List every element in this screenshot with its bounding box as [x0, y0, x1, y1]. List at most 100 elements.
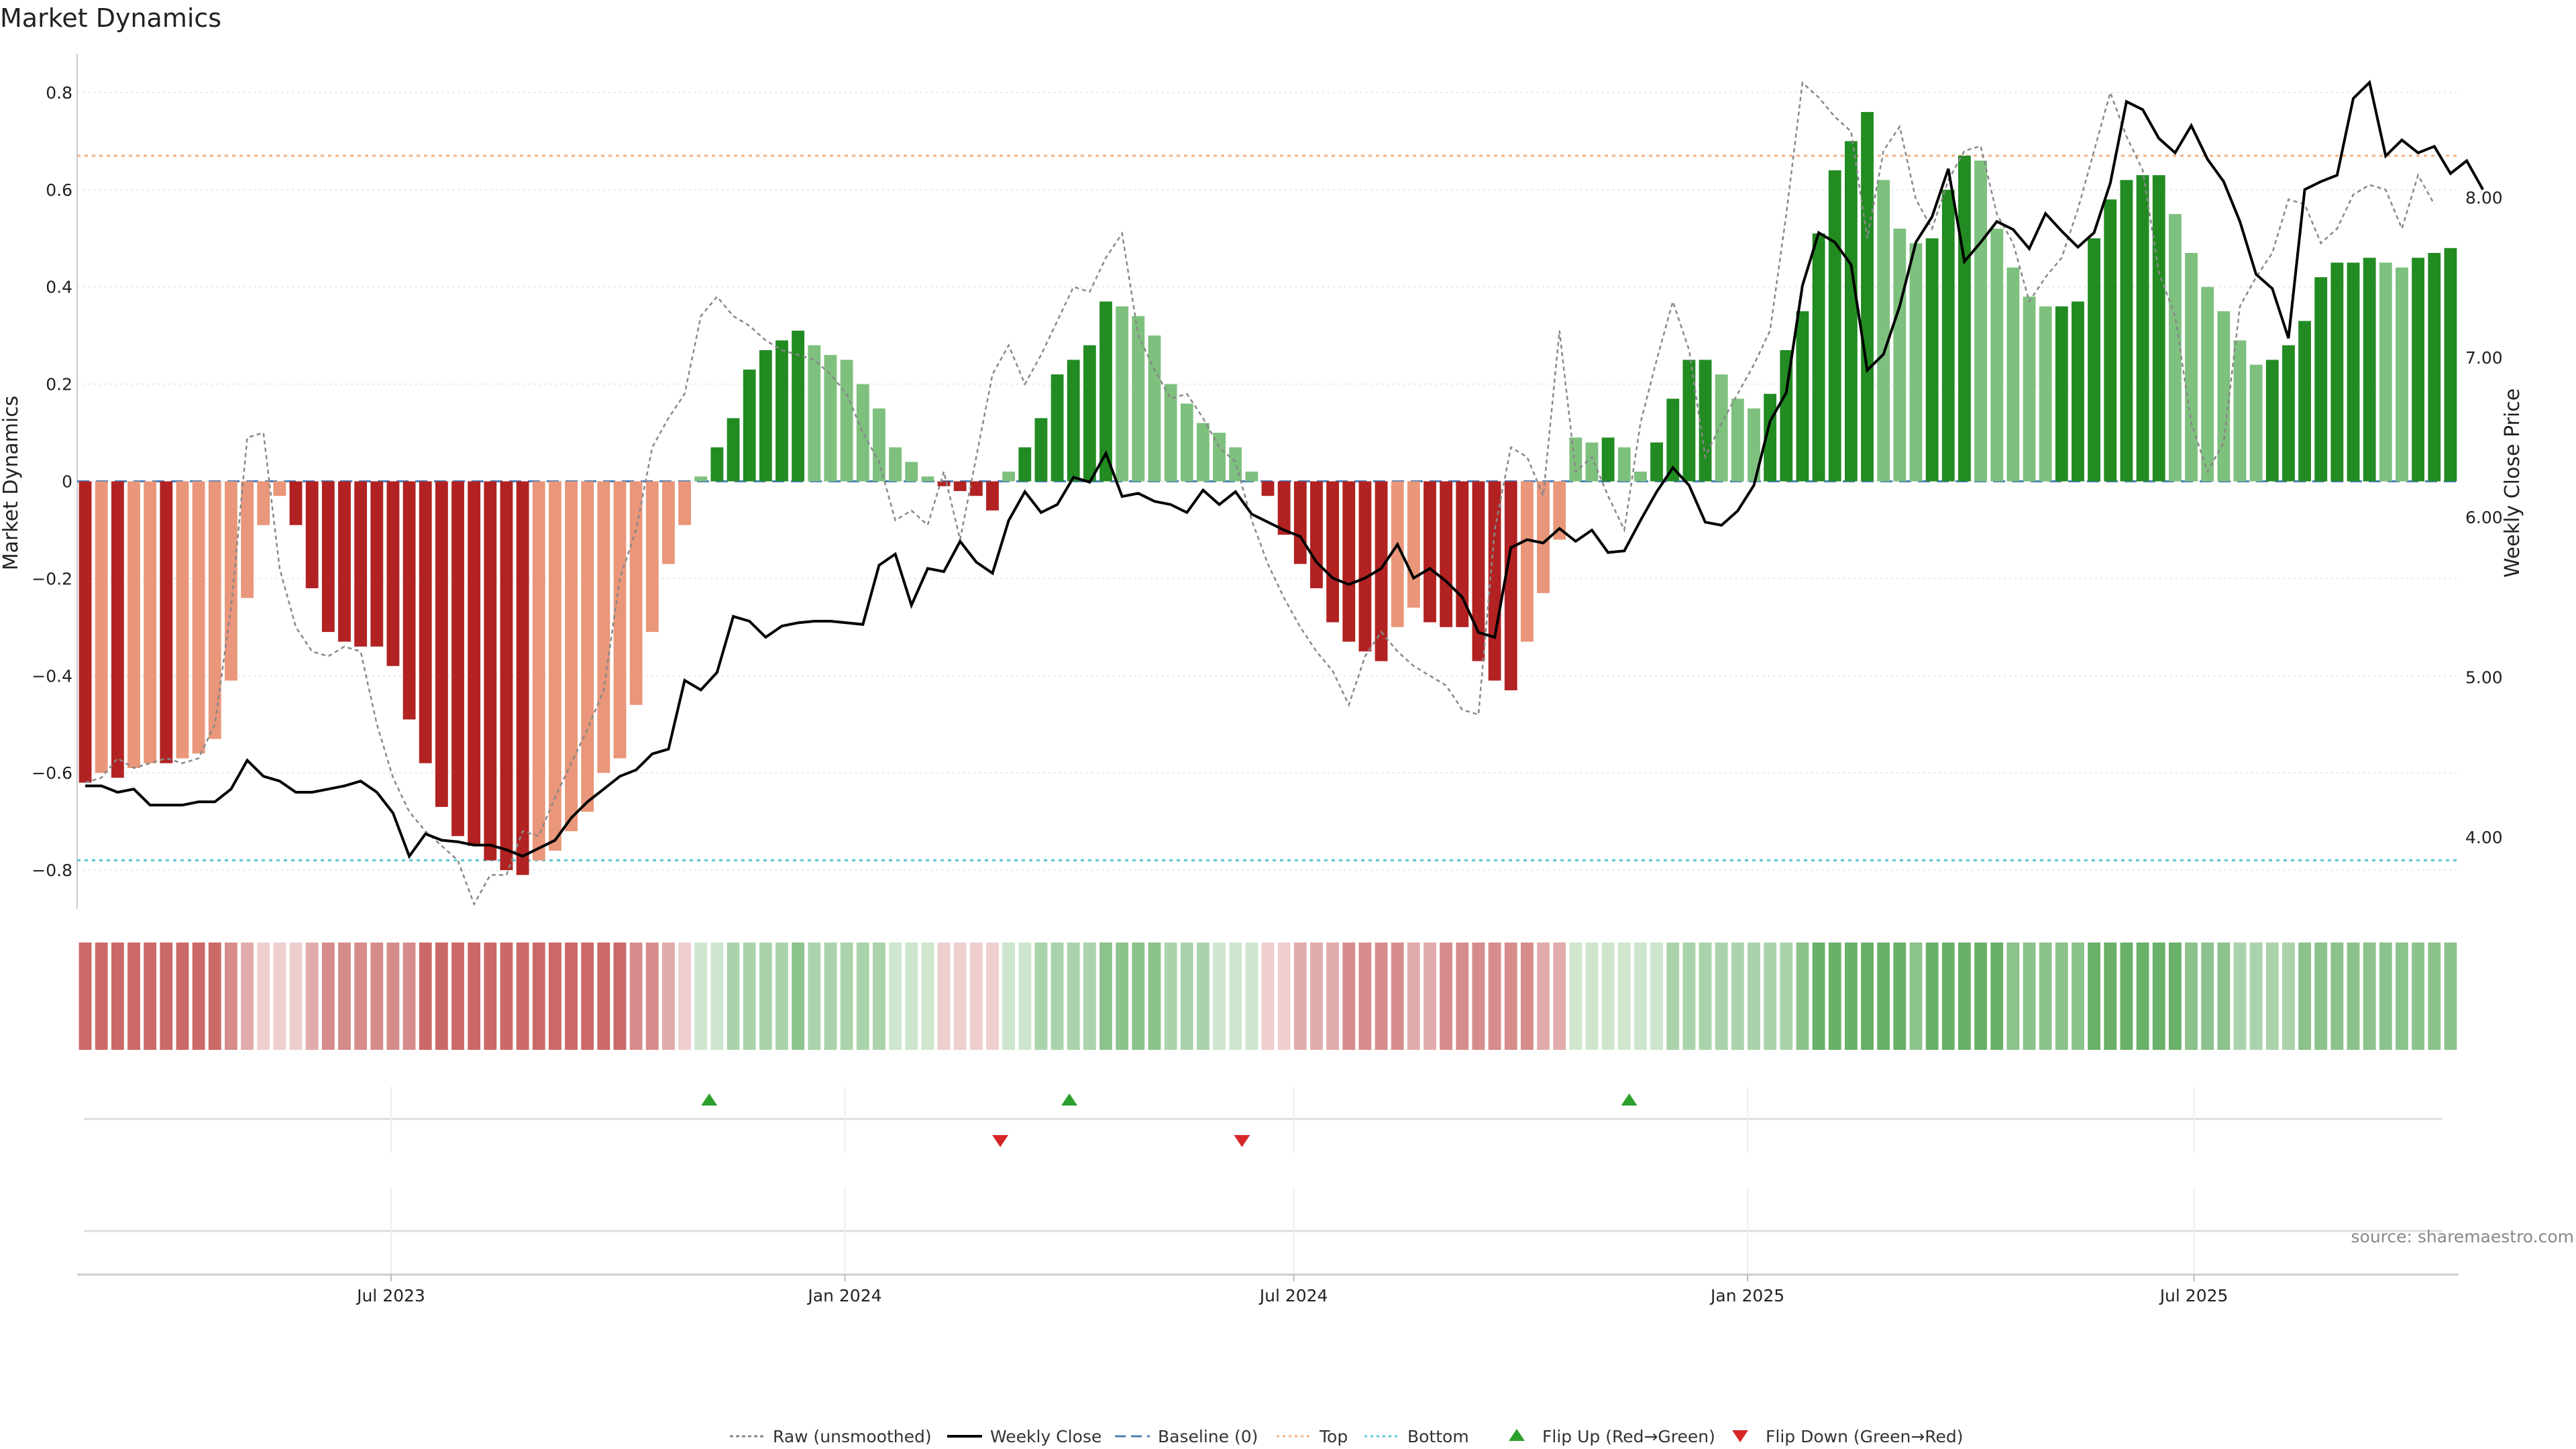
y-tick-label: 0	[62, 472, 72, 492]
dynamics-bar	[1731, 398, 1744, 482]
dynamics-bar	[127, 481, 140, 768]
y-tick-label: −0.6	[32, 763, 72, 783]
heat-cell	[1634, 943, 1647, 1050]
heat-cell	[597, 943, 610, 1050]
dynamics-bar	[759, 350, 772, 482]
heat-cell	[2314, 943, 2328, 1050]
y-tick-label: −0.2	[32, 569, 72, 588]
dynamics-bar	[1164, 384, 1177, 482]
heat-cell	[1569, 943, 1582, 1050]
legend-label: Weekly Close	[990, 1427, 1102, 1446]
flip-up-marker	[701, 1093, 718, 1106]
heat-cell	[1326, 943, 1340, 1050]
dynamics-bar	[937, 481, 951, 486]
heat-cell	[2298, 943, 2311, 1050]
heat-cell	[565, 943, 578, 1050]
legend-label: Baseline (0)	[1158, 1427, 1258, 1446]
right-axis-ticks: 8.00 7.00 6.00 5.00 4.00	[2465, 188, 2503, 847]
dynamics-bar	[2444, 248, 2457, 482]
legend-flip-up-swatch	[1509, 1429, 1525, 1441]
heat-cell	[1990, 943, 2004, 1050]
dynamics-bar	[2185, 253, 2198, 482]
dynamics-bar	[1617, 447, 1631, 482]
dynamics-bar	[1828, 170, 1841, 482]
heat-cell	[2282, 943, 2295, 1050]
heat-cell	[1828, 943, 1841, 1050]
heat-cell	[2088, 943, 2101, 1050]
dynamics-bar	[1132, 316, 1145, 482]
dynamics-bar	[1537, 481, 1550, 594]
legend-label: Flip Down (Green→Red)	[1766, 1427, 1964, 1446]
heat-cell	[305, 943, 319, 1050]
heat-cell	[1974, 943, 1988, 1050]
heat-cell	[160, 943, 173, 1050]
heat-cell	[1116, 943, 1129, 1050]
heat-cell	[1196, 943, 1210, 1050]
heat-cell	[856, 943, 869, 1050]
dynamics-bar	[2023, 297, 2036, 482]
heat-cell	[1358, 943, 1372, 1050]
heat-cell	[2168, 943, 2182, 1050]
dynamics-bar	[1018, 447, 1032, 482]
dynamics-bar	[1861, 111, 1874, 482]
dynamics-bar	[289, 481, 303, 525]
dynamics-bar	[2298, 321, 2311, 482]
dynamics-bar	[1148, 335, 1161, 482]
heat-cell	[645, 943, 659, 1050]
heat-cell	[921, 943, 934, 1050]
weekly-close-line	[85, 79, 2484, 859]
dynamics-bar	[792, 330, 805, 482]
heat-cell	[1051, 943, 1064, 1050]
heat-cell	[2347, 943, 2360, 1050]
dynamics-bar	[1407, 481, 1420, 608]
heat-cell	[1277, 943, 1291, 1050]
dynamics-bar	[1440, 481, 1453, 627]
dynamics-bar	[775, 340, 788, 482]
dynamics-bar	[1488, 481, 1501, 681]
dynamics-bar	[1002, 472, 1016, 482]
heat-cell	[1601, 943, 1615, 1050]
heat-cell	[500, 943, 513, 1050]
series-lines	[85, 79, 2484, 906]
heat-cell	[2120, 943, 2133, 1050]
dynamics-bar	[2168, 214, 2182, 482]
x-tick-label: Jan 2024	[806, 1286, 881, 1305]
heat-cell	[2396, 943, 2408, 1050]
heat-cell	[1456, 943, 1469, 1050]
heat-cell	[1909, 943, 1923, 1050]
heat-cell	[905, 943, 918, 1050]
heat-cell	[225, 943, 237, 1050]
heat-cell	[468, 943, 481, 1050]
dynamics-bar	[710, 447, 724, 482]
dynamics-bar	[2396, 267, 2408, 482]
dynamics-bar	[1083, 345, 1096, 482]
dynamics-bar	[662, 481, 675, 564]
y-tick-label: 0.2	[46, 375, 72, 394]
dynamics-bar	[2072, 301, 2084, 482]
heat-cell	[176, 943, 189, 1050]
heat-cell	[1083, 943, 1096, 1050]
heat-cell	[1310, 943, 1323, 1050]
dynamics-bar	[645, 481, 659, 633]
heat-cell	[727, 943, 740, 1050]
dynamics-bar	[2282, 345, 2295, 482]
heat-cell	[694, 943, 708, 1050]
heat-cell	[1342, 943, 1356, 1050]
heat-cell	[1861, 943, 1874, 1050]
dynamics-bar	[565, 481, 578, 832]
dynamics-bar	[386, 481, 400, 666]
legend-label: Top	[1319, 1427, 1348, 1446]
dynamics-bar	[1520, 481, 1534, 642]
heat-cell	[2233, 943, 2247, 1050]
heat-cell	[1893, 943, 1907, 1050]
legend-label: Flip Up (Red→Green)	[1542, 1427, 1715, 1446]
heat-cell	[354, 943, 368, 1050]
dynamics-bar	[905, 462, 918, 482]
dynamics-bar	[1180, 403, 1193, 482]
dynamics-bar	[2006, 267, 2020, 482]
heat-cell	[289, 943, 303, 1050]
dynamics-bar	[451, 481, 464, 837]
heat-cell	[2265, 943, 2279, 1050]
heat-cell	[1504, 943, 1517, 1050]
heat-cell	[1553, 943, 1566, 1050]
